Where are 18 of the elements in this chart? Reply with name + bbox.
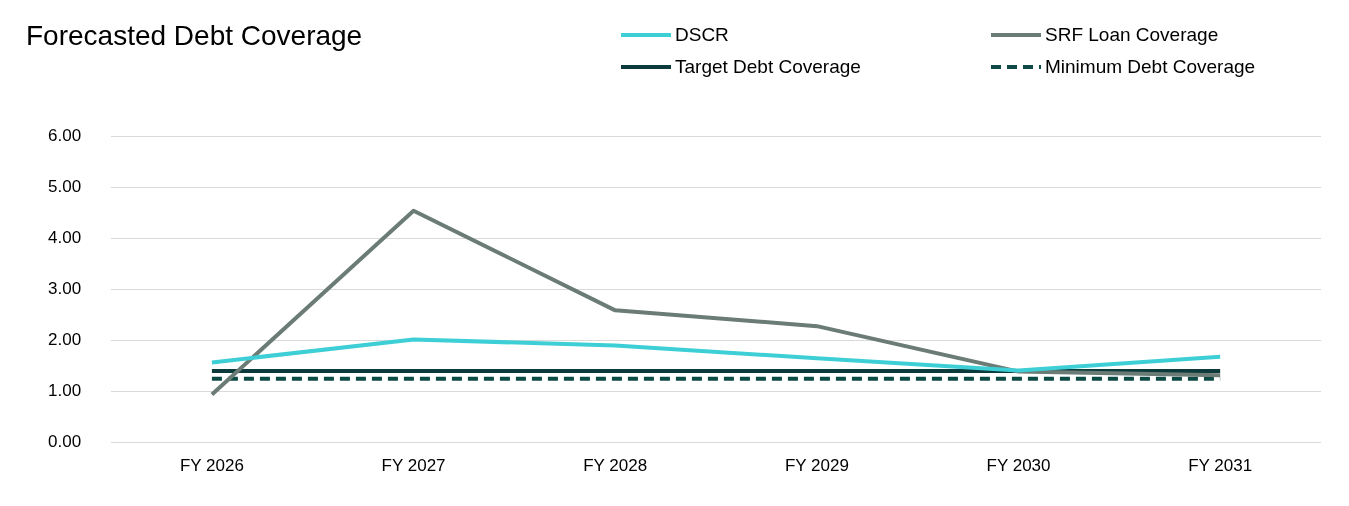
y-tick-label: 3.00 (47, 279, 82, 299)
y-tick-label: 0.00 (47, 432, 82, 452)
x-tick-label: FY 2031 (1188, 456, 1253, 476)
y-tick-label: 1.00 (47, 381, 82, 401)
legend-label: Minimum Debt Coverage (1045, 56, 1256, 78)
x-tick-label: FY 2030 (986, 456, 1051, 476)
y-tick-label: 5.00 (47, 176, 82, 196)
legend-label: DSCR (675, 24, 729, 46)
chart-title: Forecasted Debt Coverage (26, 20, 363, 52)
x-tick-label: FY 2026 (179, 456, 244, 476)
x-tick-label: FY 2029 (784, 456, 849, 476)
x-tick-label: FY 2028 (583, 456, 648, 476)
legend-label: SRF Loan Coverage (1045, 24, 1219, 46)
y-tick-label: 2.00 (47, 330, 82, 350)
legend-label: Target Debt Coverage (675, 56, 861, 78)
y-tick-label: 4.00 (47, 228, 82, 248)
x-tick-label: FY 2027 (381, 456, 446, 476)
y-tick-label: 6.00 (47, 125, 82, 145)
